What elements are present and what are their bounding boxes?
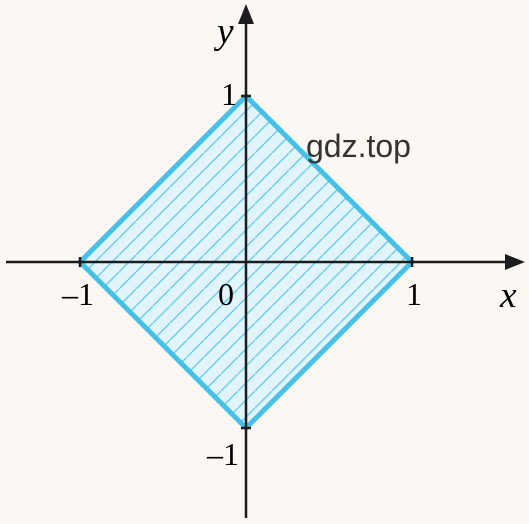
- watermark-text: gdz.top: [306, 128, 411, 165]
- tick-label-minus1x: –1: [62, 276, 94, 313]
- coordinate-plot: [0, 0, 529, 524]
- tick-label-plus1x: 1: [406, 276, 422, 313]
- tick-label-plus1y: 1: [221, 76, 237, 113]
- y-axis-arrowhead: [238, 4, 254, 24]
- y-axis-label: y: [217, 10, 234, 53]
- tick-label-minus1y: –1: [207, 436, 239, 473]
- x-axis-arrowhead: [505, 254, 525, 270]
- x-axis-label: x: [500, 274, 517, 317]
- tick-label-origin: 0: [218, 276, 234, 313]
